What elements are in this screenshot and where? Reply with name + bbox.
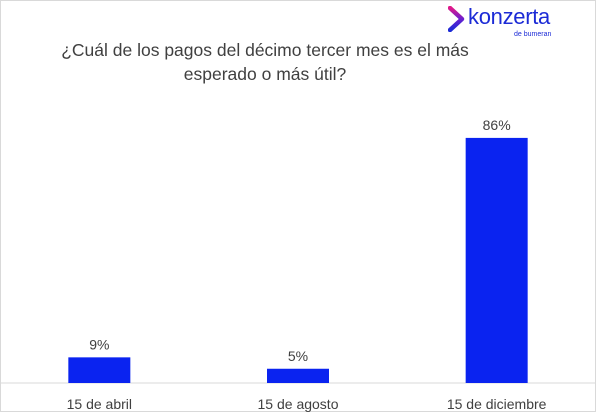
- brand-subtitle: de bumeran: [514, 31, 552, 38]
- konzerta-chevron-icon: [448, 6, 465, 32]
- category-label-2: 15 de agosto: [258, 396, 339, 412]
- bar-3: [465, 137, 528, 383]
- data-label-2: 5%: [288, 348, 308, 364]
- category-label-1: 15 de abril: [67, 396, 132, 412]
- bar-1: [68, 357, 131, 383]
- chart-title: ¿Cuál de los pagos del décimo tercer mes…: [61, 40, 469, 84]
- category-label-3: 15 de diciembre: [447, 396, 547, 412]
- bar-2: [267, 368, 329, 383]
- brand-name: konzerta: [468, 4, 550, 29]
- data-label-3: 86%: [483, 117, 511, 133]
- data-label-1: 9%: [89, 336, 109, 352]
- brand-logo: konzerta de bumeran: [448, 4, 588, 40]
